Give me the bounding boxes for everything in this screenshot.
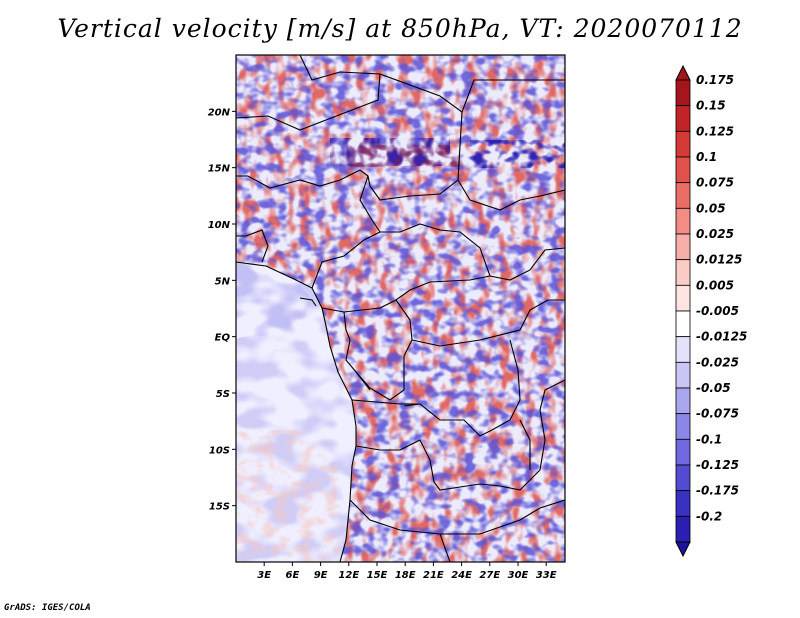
- colorbar-label: -0.125: [696, 458, 739, 472]
- lat-tick-label: 15S: [209, 502, 230, 513]
- colorbar-label: 0.075: [696, 176, 734, 190]
- colorbar-label: -0.0125: [696, 330, 747, 344]
- colorbar-top-arrow: [675, 64, 691, 81]
- lon-tick-label: 30E: [508, 570, 529, 581]
- lat-tick-label: 10S: [209, 445, 230, 456]
- lat-tick-label: 5S: [216, 389, 230, 400]
- vertical-velocity-field: [236, 55, 565, 562]
- colorbar-swatch: [675, 79, 691, 107]
- lat-tick-label: 10N: [208, 220, 231, 231]
- colorbar-swatch: [675, 490, 691, 517]
- lon-tick-label: 21E: [423, 570, 444, 581]
- colorbar-label: -0.05: [696, 381, 731, 395]
- colorbar-bottom-arrow: [675, 541, 691, 558]
- lat-tick-label: 20N: [208, 107, 231, 118]
- colorbar-swatch: [675, 284, 691, 312]
- colorbar-swatch: [675, 105, 691, 132]
- lon-tick-label: 18E: [395, 570, 416, 581]
- colorbar-swatch: [675, 361, 691, 389]
- colorbar-label: -0.005: [696, 304, 739, 318]
- colorbar-label: -0.025: [696, 355, 739, 369]
- colorbar-swatch: [675, 259, 691, 286]
- colorbar-label: -0.075: [696, 407, 739, 421]
- colorbar-swatch: [675, 515, 691, 543]
- colorbar-swatch: [675, 207, 691, 235]
- country-borders: [236, 55, 565, 562]
- lon-tick-label: 27E: [479, 570, 500, 581]
- lon-tick-label: 9E: [314, 570, 328, 581]
- lon-tick-label: 3E: [257, 570, 271, 581]
- colorbar-swatch: [675, 464, 691, 492]
- colorbar-swatch: [675, 233, 691, 261]
- lon-tick-label: 33E: [536, 570, 557, 581]
- colorbar-label: -0.2: [696, 509, 722, 523]
- colorbar-label: 0.15: [696, 99, 726, 113]
- lon-tick-label: 24E: [451, 570, 472, 581]
- lon-tick-label: 6E: [286, 570, 300, 581]
- colorbar-swatch: [675, 336, 691, 363]
- lon-tick-label: 12E: [338, 570, 359, 581]
- credit-label: GrADS: IGES/COLA: [4, 603, 91, 613]
- colorbar-label: -0.1: [696, 432, 722, 446]
- colorbar-swatch: [675, 156, 691, 184]
- colorbar: 0.175 0.15 0.125 0.1 0.075 0.05 0.025 0.0125 0.0…: [675, 64, 747, 558]
- colorbar-label: 0.1: [696, 150, 717, 164]
- colorbar-label: 0.025: [696, 227, 734, 241]
- colorbar-swatch: [675, 182, 691, 209]
- colorbar-swatch: [675, 130, 691, 158]
- colorbar-swatch: [675, 413, 691, 440]
- plot-title: Vertical velocity [m/s] at 850hPa, VT: 2…: [57, 14, 743, 43]
- longitude-axis: 3E 6E 9E 12E 15E 18E 21E 24E 27E 30E 33E: [257, 562, 557, 581]
- plot-frame: [235, 54, 566, 563]
- colorbar-swatch: [675, 387, 691, 415]
- latitude-axis: 20N 15N 10N 5N EQ 5S 10S 15S: [208, 107, 236, 513]
- lat-tick-label: EQ: [215, 333, 231, 344]
- lat-tick-label: 5N: [215, 276, 231, 287]
- colorbar-swatch: [675, 310, 691, 338]
- lat-tick-label: 15N: [208, 164, 231, 175]
- colorbar-label: 0.0125: [696, 253, 742, 267]
- colorbar-label: 0.125: [696, 124, 734, 138]
- colorbar-label: 0.005: [696, 278, 734, 292]
- colorbar-label: -0.175: [696, 484, 739, 498]
- colorbar-label: 0.175: [696, 73, 734, 87]
- colorbar-swatch: [675, 438, 691, 466]
- colorbar-label: 0.05: [696, 201, 726, 215]
- lon-tick-label: 15E: [367, 570, 388, 581]
